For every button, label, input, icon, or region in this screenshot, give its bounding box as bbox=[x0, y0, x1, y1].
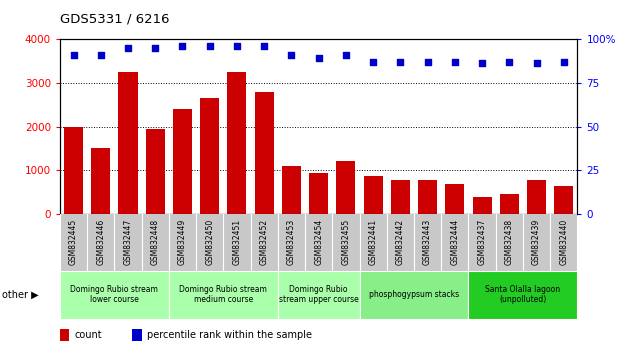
Bar bbox=[391, 180, 410, 214]
Bar bbox=[363, 176, 382, 214]
Point bbox=[259, 43, 269, 49]
Text: GSM832453: GSM832453 bbox=[287, 219, 296, 265]
Text: GSM832451: GSM832451 bbox=[232, 219, 242, 265]
Text: Domingo Rubio stream
lower course: Domingo Rubio stream lower course bbox=[71, 285, 158, 304]
Point bbox=[123, 45, 133, 51]
Bar bbox=[500, 194, 519, 214]
Point bbox=[450, 59, 460, 64]
Text: GSM832455: GSM832455 bbox=[341, 219, 350, 265]
Point bbox=[204, 43, 215, 49]
Text: GSM832447: GSM832447 bbox=[124, 219, 133, 265]
Text: count: count bbox=[74, 330, 102, 340]
Text: GSM832441: GSM832441 bbox=[369, 219, 377, 265]
Text: GSM832454: GSM832454 bbox=[314, 219, 323, 265]
Bar bbox=[527, 180, 546, 214]
Bar bbox=[146, 129, 165, 214]
Text: other ▶: other ▶ bbox=[2, 290, 38, 300]
Point bbox=[531, 61, 541, 66]
Bar bbox=[200, 98, 219, 214]
Bar bbox=[169, 271, 278, 319]
Text: GSM832439: GSM832439 bbox=[532, 219, 541, 265]
Bar bbox=[173, 109, 192, 214]
Bar bbox=[336, 161, 355, 214]
Bar bbox=[60, 271, 169, 319]
Point bbox=[314, 55, 324, 61]
Text: GSM832444: GSM832444 bbox=[451, 219, 459, 265]
Text: phosphogypsum stacks: phosphogypsum stacks bbox=[369, 290, 459, 299]
Bar bbox=[282, 166, 301, 214]
Text: GSM832438: GSM832438 bbox=[505, 219, 514, 265]
Point bbox=[150, 45, 160, 51]
Bar bbox=[60, 329, 69, 341]
Bar bbox=[227, 72, 247, 214]
Text: GSM832442: GSM832442 bbox=[396, 219, 405, 265]
Bar bbox=[473, 197, 492, 214]
Text: Domingo Rubio stream
medium course: Domingo Rubio stream medium course bbox=[179, 285, 268, 304]
Bar bbox=[133, 329, 142, 341]
Point bbox=[368, 59, 378, 64]
Point bbox=[423, 59, 433, 64]
Bar bbox=[309, 172, 328, 214]
Point bbox=[504, 59, 514, 64]
Bar bbox=[468, 271, 577, 319]
Point bbox=[395, 59, 405, 64]
Bar bbox=[64, 127, 83, 214]
Bar bbox=[445, 183, 464, 214]
Point bbox=[341, 52, 351, 58]
Text: GSM832450: GSM832450 bbox=[205, 219, 214, 265]
Point bbox=[177, 43, 187, 49]
Text: Santa Olalla lagoon
(unpolluted): Santa Olalla lagoon (unpolluted) bbox=[485, 285, 560, 304]
Bar bbox=[360, 271, 468, 319]
Text: GSM832446: GSM832446 bbox=[97, 219, 105, 265]
Bar bbox=[119, 72, 138, 214]
Text: percentile rank within the sample: percentile rank within the sample bbox=[147, 330, 312, 340]
Text: Domingo Rubio
stream upper course: Domingo Rubio stream upper course bbox=[279, 285, 358, 304]
Text: GSM832449: GSM832449 bbox=[178, 219, 187, 265]
Text: GSM832448: GSM832448 bbox=[151, 219, 160, 265]
Text: GSM832437: GSM832437 bbox=[478, 219, 487, 265]
Point bbox=[232, 43, 242, 49]
Bar bbox=[278, 271, 360, 319]
Text: GSM832452: GSM832452 bbox=[260, 219, 269, 265]
Bar bbox=[554, 186, 574, 214]
Bar bbox=[418, 180, 437, 214]
Point bbox=[96, 52, 106, 58]
Text: GDS5331 / 6216: GDS5331 / 6216 bbox=[60, 12, 170, 25]
Bar bbox=[255, 92, 274, 214]
Text: GSM832443: GSM832443 bbox=[423, 219, 432, 265]
Point bbox=[558, 59, 569, 64]
Text: GSM832445: GSM832445 bbox=[69, 219, 78, 265]
Point bbox=[286, 52, 297, 58]
Point bbox=[477, 61, 487, 66]
Point bbox=[69, 52, 79, 58]
Bar bbox=[91, 148, 110, 214]
Text: GSM832440: GSM832440 bbox=[559, 219, 569, 265]
